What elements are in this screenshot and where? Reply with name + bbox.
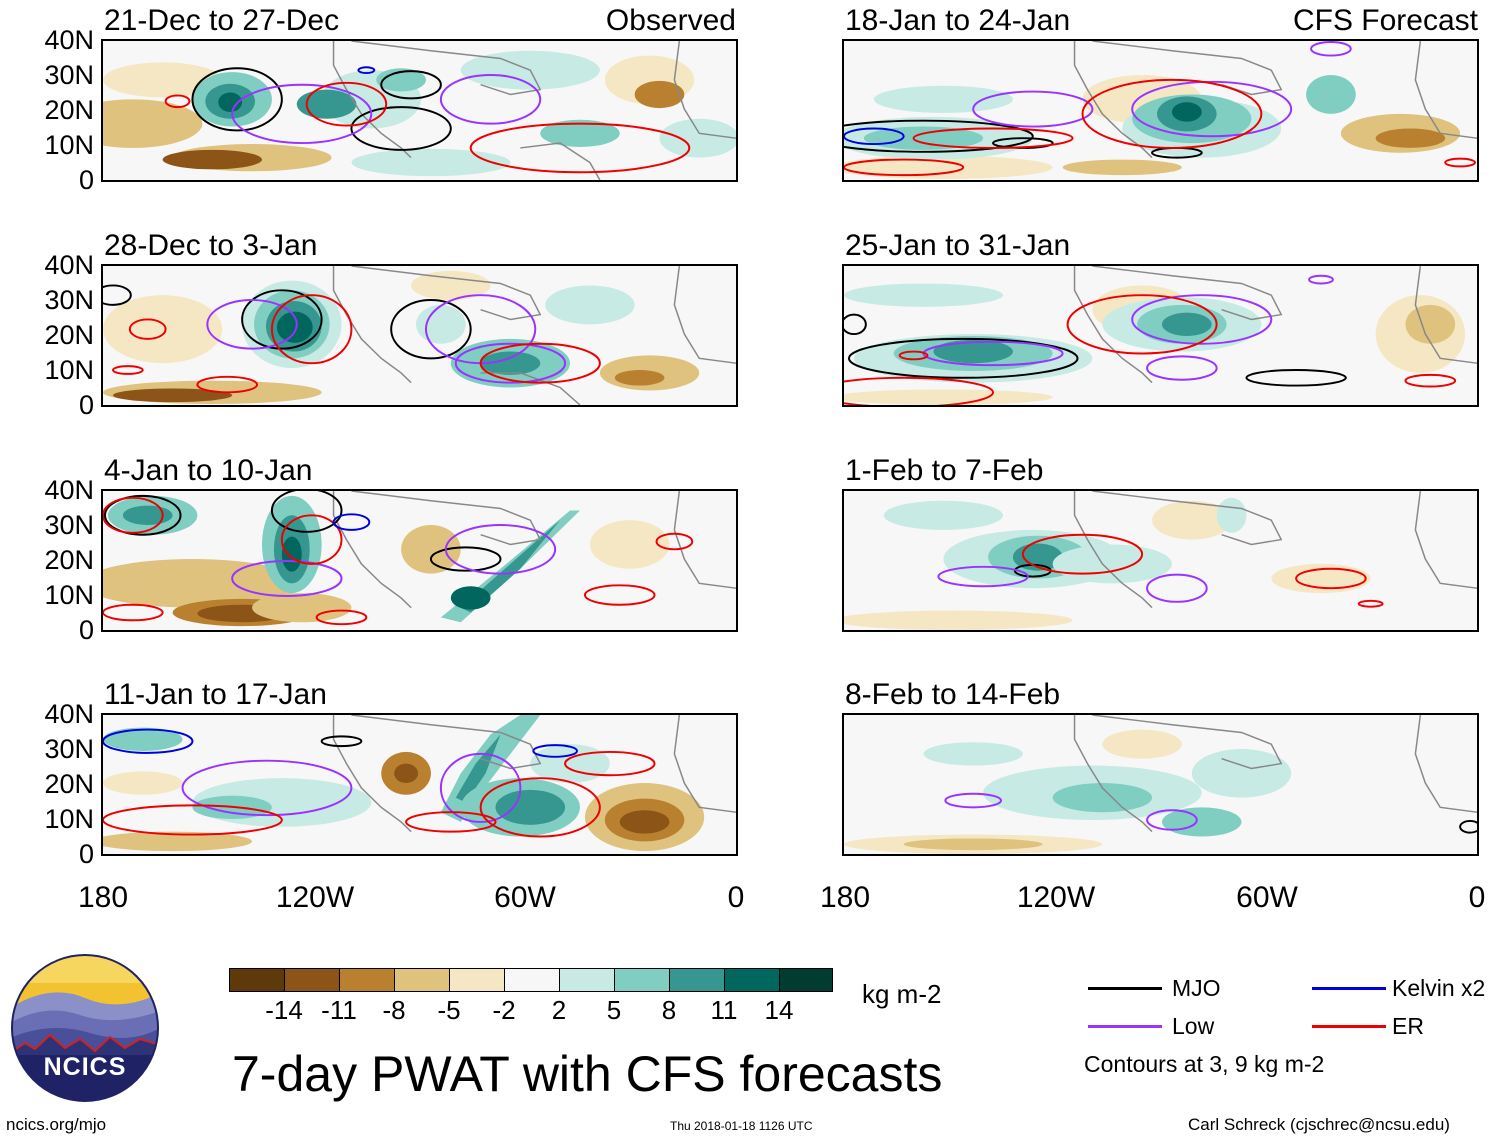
map-panel-4 <box>101 713 738 856</box>
lat-label: 30N <box>44 510 94 540</box>
panel-title-6: 25-Jan to 31-Jan <box>845 229 1071 262</box>
legend-label-mjo: MJO <box>1172 975 1221 1001</box>
colorbar-bin <box>394 968 450 992</box>
legend-label-low: Low <box>1172 1013 1215 1039</box>
colorbar-bin <box>229 968 285 992</box>
legend-line-mjo <box>1088 987 1162 990</box>
lat-label: 10N <box>44 804 94 834</box>
lat-label: 40N <box>44 699 94 729</box>
credit: Carl Schreck (cjschrec@ncsu.edu) <box>1188 1115 1450 1134</box>
colorbar-tick-label: 11 <box>710 995 738 1025</box>
colorbar-tick-label: -14 <box>265 995 303 1025</box>
lat-label: 40N <box>44 250 94 280</box>
colorbar-bin <box>504 968 560 992</box>
lon-label-left: 60W <box>494 881 556 914</box>
colorbar-tick-label: -11 <box>321 995 357 1025</box>
lat-label: 30N <box>44 734 94 764</box>
colorbar-bin <box>559 968 615 992</box>
lat-label: 20N <box>44 545 94 575</box>
lat-label: 40N <box>44 25 94 55</box>
colorbar-bin <box>284 968 340 992</box>
map-panel-7 <box>842 489 1479 632</box>
ncics-logo: NCICS <box>10 953 160 1103</box>
timestamp: Thu 2018-01-18 1126 UTC <box>670 1119 813 1133</box>
colorbar-tick-label: -8 <box>382 995 406 1025</box>
pwat-anomaly-map-8 <box>844 715 1477 854</box>
lon-label-left: 180 <box>77 881 129 914</box>
lat-label: 10N <box>44 355 94 385</box>
panel-title-7: 1-Feb to 7-Feb <box>845 454 1044 487</box>
lon-label-right: 60W <box>1236 881 1298 914</box>
lat-label: 30N <box>44 285 94 315</box>
panel-title-1: 21-Dec to 27-Dec <box>104 4 340 37</box>
legend-line-kelvin <box>1312 987 1386 990</box>
colorbar-bin <box>779 968 833 992</box>
forecast-label: CFS Forecast <box>1292 4 1478 37</box>
legend-label-kelvin: Kelvin x2 <box>1392 975 1486 1001</box>
colorbar-bin <box>339 968 395 992</box>
observed-label: Observed <box>605 4 736 37</box>
panel-title-5: 18-Jan to 24-Jan <box>845 4 1071 37</box>
colorbar-bin <box>614 968 670 992</box>
lat-label: 20N <box>44 769 94 799</box>
colorbar-tick-label: 8 <box>661 995 677 1025</box>
colorbar-units: kg m-2 <box>862 979 942 1009</box>
colorbar-bin <box>724 968 780 992</box>
lat-label: 20N <box>44 95 94 125</box>
pwat-anomaly-map-3 <box>103 491 736 627</box>
lat-label: 10N <box>44 130 94 160</box>
lon-label-right: 180 <box>819 881 871 914</box>
panel-title-4: 11-Jan to 17-Jan <box>104 678 327 711</box>
figure-title: 7-day PWAT with CFS forecasts <box>232 1046 943 1102</box>
lon-label-left: 0 <box>727 881 745 914</box>
site-link[interactable]: ncics.org/mjo <box>6 1115 107 1134</box>
lat-label: 0 <box>78 839 94 869</box>
legend-line-low <box>1088 1025 1162 1028</box>
map-panel-8 <box>842 713 1479 856</box>
legend-label-er: ER <box>1392 1013 1424 1039</box>
panel-title-8: 8-Feb to 14-Feb <box>845 678 1061 711</box>
pwat-anomaly-map-4 <box>103 715 736 852</box>
lat-label: 10N <box>44 580 94 610</box>
lon-label-right: 0 <box>1468 881 1486 914</box>
lat-label: 0 <box>78 615 94 645</box>
legend-note: Contours at 3, 9 kg m-2 <box>1084 1051 1325 1077</box>
panel-title-3: 4-Jan to 10-Jan <box>104 454 313 487</box>
ncics-logo-icon <box>11 954 159 1102</box>
lon-label-right: 120W <box>1016 881 1096 914</box>
lat-label: 40N <box>44 475 94 505</box>
lat-label: 0 <box>78 390 94 420</box>
lat-label: 20N <box>44 320 94 350</box>
colorbar-bin <box>449 968 505 992</box>
logo-text: NCICS <box>43 1053 127 1081</box>
colorbar-tick-label: -5 <box>437 995 461 1025</box>
pwat-anomaly-map-6 <box>844 266 1477 405</box>
lat-label: 0 <box>78 165 94 195</box>
map-panel-3 <box>101 489 738 632</box>
pwat-anomaly-map-5 <box>844 41 1477 180</box>
colorbar-tick-label: 2 <box>551 995 567 1025</box>
panel-title-2: 28-Dec to 3-Jan <box>104 229 318 262</box>
map-panel-2 <box>101 264 738 407</box>
pwat-anomaly-map-2 <box>103 266 736 405</box>
map-panel-5 <box>842 39 1479 182</box>
legend-line-er <box>1312 1025 1386 1028</box>
map-panel-6 <box>842 264 1479 407</box>
colorbar-tick-label: -2 <box>492 995 516 1025</box>
pwat-anomaly-map-1 <box>103 41 736 180</box>
lon-label-left: 120W <box>275 881 355 914</box>
pwat-anomaly-map-7 <box>844 491 1477 630</box>
colorbar-tick-label: 5 <box>606 995 622 1025</box>
colorbar-bin <box>669 968 725 992</box>
map-panel-1 <box>101 39 738 182</box>
lat-label: 30N <box>44 60 94 90</box>
colorbar-tick-label: 14 <box>764 995 794 1025</box>
